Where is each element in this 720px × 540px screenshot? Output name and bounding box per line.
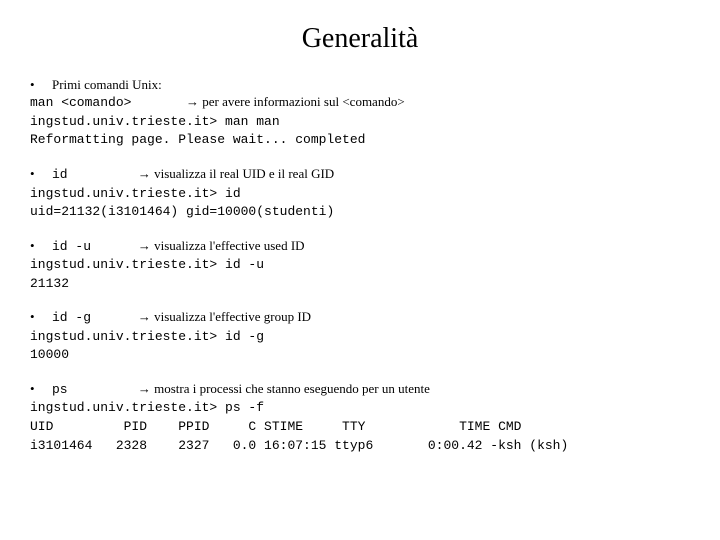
section: •id -u → visualizza l'effective used IDi… [30, 237, 690, 293]
content-area: •Primi comandi Unix:man <comando> → per … [30, 76, 690, 454]
intro-text: Primi comandi Unix: [52, 77, 162, 92]
mono-text: ps [52, 382, 138, 397]
code-line: ingstud.univ.trieste.it> man man [30, 112, 690, 131]
bullet-icon: • [30, 380, 52, 398]
bullet-line: •Primi comandi Unix: [30, 76, 690, 94]
code-line: id -u → visualizza l'effective used ID [52, 237, 690, 256]
mono-text: id -g [52, 310, 138, 325]
description-text: mostra i processi che stanno eseguendo p… [151, 381, 430, 396]
section: •id -g → visualizza l'effective group ID… [30, 308, 690, 364]
section-body: id → visualizza il real UID e il real GI… [52, 165, 690, 184]
bullet-line: •ps → mostra i processi che stanno esegu… [30, 380, 690, 399]
arrow-icon: → [186, 94, 199, 109]
page-title: Generalità [30, 20, 690, 58]
mono-text: 21132 [30, 276, 69, 291]
mono-text: uid=21132(i3101464) gid=10000(studenti) [30, 204, 334, 219]
section-body: Primi comandi Unix: [52, 76, 690, 94]
section-body: id -g → visualizza l'effective group ID [52, 308, 690, 327]
section: •id → visualizza il real UID e il real G… [30, 165, 690, 221]
section-body: ps → mostra i processi che stanno esegue… [52, 380, 690, 399]
bullet-icon: • [30, 76, 52, 94]
mono-text: man <comando> [30, 95, 186, 110]
mono-text: ingstud.univ.trieste.it> man man [30, 114, 280, 129]
code-line: Reformatting page. Please wait... comple… [30, 130, 690, 149]
section: •ps → mostra i processi che stanno esegu… [30, 380, 690, 454]
code-line: id -g → visualizza l'effective group ID [52, 308, 690, 327]
mono-text: id -u [52, 239, 138, 254]
code-line: 10000 [30, 345, 690, 364]
code-line: ps → mostra i processi che stanno esegue… [52, 380, 690, 399]
description-text: per avere informazioni sul <comando> [199, 94, 405, 109]
section-body: id -u → visualizza l'effective used ID [52, 237, 690, 256]
bullet-line: •id → visualizza il real UID e il real G… [30, 165, 690, 184]
mono-text: ingstud.univ.trieste.it> id [30, 186, 241, 201]
description-text: visualizza l'effective group ID [151, 309, 311, 324]
description-text: visualizza l'effective used ID [151, 238, 305, 253]
arrow-icon: → [138, 309, 151, 324]
code-line: ingstud.univ.trieste.it> id -u [30, 255, 690, 274]
code-line: id → visualizza il real UID e il real GI… [52, 165, 690, 184]
bullet-icon: • [30, 308, 52, 326]
description-text: visualizza il real UID e il real GID [151, 166, 334, 181]
arrow-icon: → [138, 238, 151, 253]
code-line: uid=21132(i3101464) gid=10000(studenti) [30, 202, 690, 221]
code-line: ingstud.univ.trieste.it> id -g [30, 327, 690, 346]
mono-text: ingstud.univ.trieste.it> ps -f [30, 400, 264, 415]
bullet-line: •id -u → visualizza l'effective used ID [30, 237, 690, 256]
arrow-icon: → [138, 381, 151, 396]
bullet-icon: • [30, 165, 52, 183]
code-line: i3101464 2328 2327 0.0 16:07:15 ttyp6 0:… [30, 436, 690, 455]
code-line: man <comando> → per avere informazioni s… [30, 93, 690, 112]
mono-text: ingstud.univ.trieste.it> id -u [30, 257, 264, 272]
mono-text: id [52, 167, 138, 182]
mono-text: i3101464 2328 2327 0.0 16:07:15 ttyp6 0:… [30, 438, 568, 453]
code-line: ingstud.univ.trieste.it> id [30, 184, 690, 203]
code-line: ingstud.univ.trieste.it> ps -f [30, 398, 690, 417]
code-line: UID PID PPID C STIME TTY TIME CMD [30, 417, 690, 436]
arrow-icon: → [138, 166, 151, 181]
mono-text: 10000 [30, 347, 69, 362]
section: •Primi comandi Unix:man <comando> → per … [30, 76, 690, 149]
mono-text: UID PID PPID C STIME TTY TIME CMD [30, 419, 521, 434]
code-line: 21132 [30, 274, 690, 293]
mono-text: Reformatting page. Please wait... comple… [30, 132, 365, 147]
mono-text: ingstud.univ.trieste.it> id -g [30, 329, 264, 344]
bullet-line: •id -g → visualizza l'effective group ID [30, 308, 690, 327]
bullet-icon: • [30, 237, 52, 255]
